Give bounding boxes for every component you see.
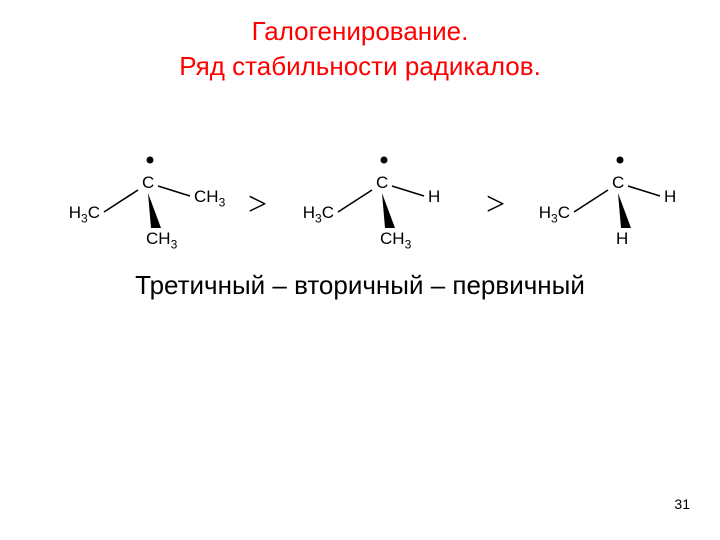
carbon-center-label: C [612,174,624,191]
bond-right [158,186,190,196]
substituent-down: CH3 [380,230,411,250]
title-line1: Галогенирование. [252,16,469,46]
title-line2: Ряд стабильности радикалов. [179,51,541,81]
radical-dot-icon [147,157,154,164]
bond-left [574,190,608,212]
radical-dot-icon [617,157,624,164]
substituent-left: H3C [69,204,100,224]
radical-primary: C H3C H H [534,142,714,272]
bond-right [392,186,424,196]
radical-tertiary: C H3C CH3 CH3 [64,142,244,272]
substituent-down: H [616,230,628,247]
radical-secondary: C H3C H CH3 [298,142,478,272]
bond-down-wedge [148,193,161,228]
bond-left [338,190,372,212]
bond-down-wedge [618,193,631,228]
carbon-center-label: C [376,174,388,191]
substituent-right: CH3 [194,188,225,208]
substituent-down: CH3 [146,230,177,250]
radical-stability-diagram: C H3C CH3 CH3 C H3C H CH3 C H3C H H > > [0,142,720,292]
carbon-center-label: C [142,174,154,191]
radical-dot-icon [381,157,388,164]
bond-right [628,186,660,196]
greater-than-symbol: > [486,186,505,224]
substituent-right: H [664,188,676,205]
substituent-left: H3C [539,204,570,224]
substituent-left: H3C [303,204,334,224]
page-number: 31 [674,496,690,512]
substituent-right: H [428,188,440,205]
bond-left [104,190,138,212]
bond-down-wedge [382,193,395,228]
greater-than-symbol: > [248,186,267,224]
page-title: Галогенирование. Ряд стабильности радика… [0,0,720,84]
